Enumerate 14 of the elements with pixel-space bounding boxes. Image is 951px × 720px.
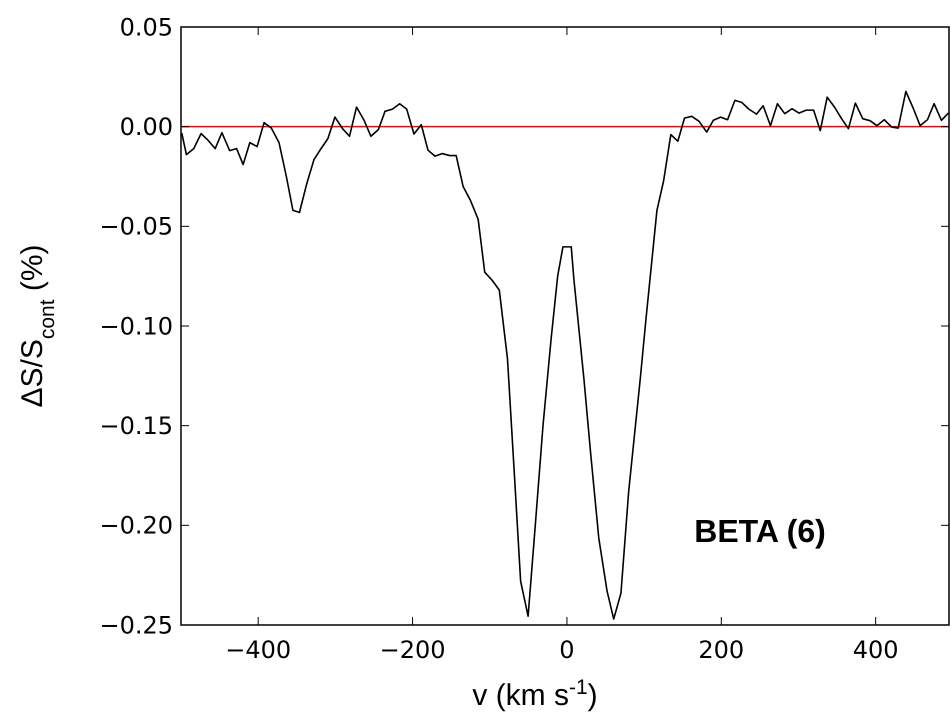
y-tick-label: −0.05 <box>99 212 173 241</box>
annotation: BETA (6) <box>694 513 826 549</box>
y-tick-label: −0.10 <box>99 312 173 340</box>
y-tick-label: 0.00 <box>120 113 173 142</box>
x-tick-label: −200 <box>380 636 446 664</box>
x-axis-title: v (km s$^{-1}$) <box>472 676 598 712</box>
x-tick-label: −400 <box>225 636 292 664</box>
x-tick-label: 400 <box>852 636 899 664</box>
y-tick-label: 0.05 <box>120 13 173 42</box>
y-tick-label: −0.15 <box>99 412 173 440</box>
x-tick-label: 200 <box>698 636 744 664</box>
x-tick-label: 0 <box>559 636 575 664</box>
y-tick-label: −0.20 <box>99 512 173 540</box>
y-tick-label: −0.25 <box>99 611 173 640</box>
